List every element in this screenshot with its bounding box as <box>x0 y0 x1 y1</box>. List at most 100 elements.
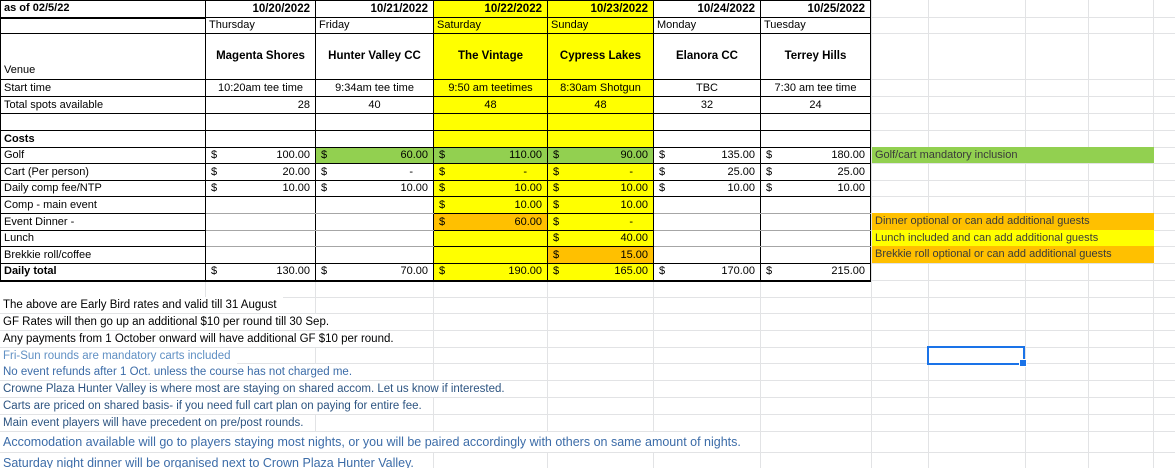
cost-cell[interactable]: $60.00 <box>315 147 434 164</box>
blank-cell[interactable] <box>205 246 316 264</box>
venue-cell[interactable]: Magenta Shores <box>205 33 316 80</box>
cost-cell[interactable]: $10.00 <box>205 180 316 197</box>
venue-cell[interactable]: Hunter Valley CC <box>315 33 434 80</box>
cost-cell[interactable]: $180.00 <box>760 147 871 164</box>
date-cell[interactable]: 10/25/2022 <box>760 0 871 18</box>
footer-note[interactable]: Main event players will have precedent o… <box>0 415 1175 432</box>
cost-cell[interactable]: $25.00 <box>760 163 871 181</box>
blank-cell[interactable] <box>433 130 548 148</box>
blank-cell[interactable] <box>653 230 761 247</box>
blank-cell[interactable] <box>547 130 654 148</box>
as-of-cell[interactable]: as of 02/5/22 <box>0 0 206 19</box>
spots-cell[interactable]: 24 <box>760 96 871 114</box>
blank-cell[interactable] <box>205 130 316 148</box>
blank-cell[interactable] <box>205 113 316 131</box>
cost-cell[interactable]: $10.00 <box>433 196 548 214</box>
blank-cell[interactable] <box>653 130 761 148</box>
start-time-cell[interactable]: 8:30am Shotgun <box>547 79 654 97</box>
day-cell[interactable]: Sunday <box>547 17 654 34</box>
spots-cell[interactable]: 48 <box>433 96 548 114</box>
comp-fee-label-cell[interactable]: Daily comp fee/NTP <box>0 180 206 197</box>
blank-cell[interactable] <box>315 230 434 247</box>
blank-cell[interactable] <box>653 113 761 131</box>
fill-handle[interactable] <box>1019 359 1027 367</box>
cost-cell[interactable]: $10.00 <box>433 180 548 197</box>
cost-cell[interactable]: $20.00 <box>205 163 316 181</box>
spots-cell[interactable]: 32 <box>653 96 761 114</box>
start-time-label-cell[interactable]: Start time <box>0 79 206 97</box>
cost-cell[interactable]: $10.00 <box>760 180 871 197</box>
cost-cell[interactable]: $10.00 <box>653 180 761 197</box>
venue-label-cell[interactable]: Venue <box>0 33 206 80</box>
cart-label-cell[interactable]: Cart (Per person) <box>0 163 206 181</box>
blank-cell[interactable] <box>760 213 871 231</box>
golf-label-cell[interactable]: Golf <box>0 147 206 164</box>
footer-note[interactable]: Saturday night dinner will be organised … <box>0 453 1175 468</box>
total-cell[interactable]: $215.00 <box>760 263 871 282</box>
footer-note[interactable]: Accomodation available will go to player… <box>0 432 1175 453</box>
start-time-cell[interactable]: 9:50 am teetimes <box>433 79 548 97</box>
blank-cell[interactable] <box>315 113 434 131</box>
event-dinner-label-cell[interactable]: Event Dinner - <box>0 213 206 231</box>
venue-cell[interactable]: The Vintage <box>433 33 548 80</box>
blank-cell[interactable] <box>760 130 871 148</box>
spots-label-cell[interactable]: Total spots available <box>0 96 206 114</box>
cost-cell[interactable]: $135.00 <box>653 147 761 164</box>
cost-cell[interactable]: $ - <box>433 163 548 181</box>
day-cell[interactable]: Monday <box>653 17 761 34</box>
venue-cell[interactable]: Elanora CC <box>653 33 761 80</box>
footer-note[interactable]: GF Rates will then go up an additional $… <box>0 314 1175 331</box>
total-cell[interactable]: $190.00 <box>433 263 548 282</box>
cost-cell[interactable]: $100.00 <box>205 147 316 164</box>
blank-cell[interactable] <box>315 130 434 148</box>
blank-cell[interactable] <box>315 246 434 264</box>
selected-cell[interactable] <box>927 346 1027 367</box>
blank-cell[interactable] <box>760 113 871 131</box>
day-cell[interactable]: Tuesday <box>760 17 871 34</box>
start-time-cell[interactable]: 7:30 am tee time <box>760 79 871 97</box>
footer-note[interactable]: The above are Early Bird rates and valid… <box>0 297 1175 314</box>
cost-cell[interactable]: $ - <box>547 213 654 231</box>
blank-cell[interactable] <box>433 230 548 247</box>
cost-cell[interactable]: $10.00 <box>547 180 654 197</box>
costs-label-cell[interactable]: Costs <box>0 130 206 148</box>
daily-total-label-cell[interactable]: Daily total <box>0 263 206 282</box>
cost-cell[interactable]: $15.00 <box>547 246 654 264</box>
blank-cell[interactable] <box>653 196 761 214</box>
cost-cell[interactable]: $40.00 <box>547 230 654 247</box>
brekkie-note-cell[interactable]: Brekkie roll optional or can add additio… <box>872 246 1154 263</box>
blank-cell[interactable] <box>653 246 761 264</box>
blank-cell[interactable] <box>433 246 548 264</box>
total-cell[interactable]: $70.00 <box>315 263 434 282</box>
comp-main-label-cell[interactable]: Comp - main event <box>0 196 206 214</box>
spots-cell[interactable]: 40 <box>315 96 434 114</box>
date-cell[interactable]: 10/24/2022 <box>653 0 761 18</box>
date-cell[interactable]: 10/22/2022 <box>433 0 548 18</box>
blank-cell[interactable] <box>315 196 434 214</box>
spots-cell[interactable]: 48 <box>547 96 654 114</box>
blank-cell[interactable] <box>760 230 871 247</box>
blank-cell[interactable] <box>0 17 206 34</box>
footer-note[interactable]: Carts are priced on shared basis- if you… <box>0 398 1175 415</box>
footer-note[interactable]: Any payments from 1 October onward will … <box>0 331 1175 348</box>
cost-cell[interactable]: $ - <box>315 163 434 181</box>
blank-cell[interactable] <box>0 113 206 131</box>
dinner-note-cell[interactable]: Dinner optional or can add additional gu… <box>872 213 1154 230</box>
brekkie-label-cell[interactable]: Brekkie roll/coffee <box>0 246 206 264</box>
blank-cell[interactable] <box>760 196 871 214</box>
blank-cell[interactable] <box>315 213 434 231</box>
start-time-cell[interactable]: 10:20am tee time <box>205 79 316 97</box>
total-cell[interactable]: $165.00 <box>547 263 654 282</box>
blank-cell[interactable] <box>653 213 761 231</box>
venue-cell[interactable]: Cypress Lakes <box>547 33 654 80</box>
cost-cell[interactable]: $60.00 <box>433 213 548 231</box>
footer-note[interactable]: No event refunds after 1 Oct. unless the… <box>0 364 1175 381</box>
cost-cell[interactable]: $110.00 <box>433 147 548 164</box>
cost-cell[interactable]: $90.00 <box>547 147 654 164</box>
blank-cell[interactable] <box>205 196 316 214</box>
date-cell[interactable]: 10/21/2022 <box>315 0 434 18</box>
date-cell[interactable]: 10/23/2022 <box>547 0 654 18</box>
cost-cell[interactable]: $10.00 <box>547 196 654 214</box>
cost-cell[interactable]: $10.00 <box>315 180 434 197</box>
day-cell[interactable]: Saturday <box>433 17 548 34</box>
